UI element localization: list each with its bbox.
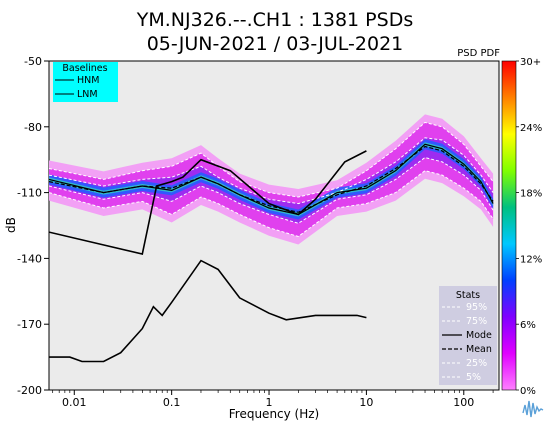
stats-legend-title: Stats — [456, 290, 480, 301]
colorbar-tick-label: 30+ — [520, 57, 541, 68]
chart-subtitle: 05-JUN-2021 / 03-JUL-2021 — [147, 33, 404, 55]
y-axis: -50 -80 -110 -140 -170 -200 — [17, 55, 49, 397]
series-5-line — [49, 170, 494, 238]
chart-title: YM.NJ326.--.CH1 : 1381 PSDs — [136, 9, 413, 31]
colorbar-ticks: 30+ 24% 18% 12% 6% 0% — [516, 57, 542, 397]
y-axis-label: dB — [4, 217, 18, 233]
y-tick-label: -170 — [17, 318, 42, 331]
baselines-legend-title: Baselines — [62, 63, 107, 74]
x-tick-label: 10 — [359, 396, 373, 409]
colorbar-tick-label: 24% — [520, 123, 542, 134]
y-tick-label: -80 — [24, 121, 42, 134]
legend-hnm: HNM — [77, 75, 99, 86]
x-tick-label: 0.1 — [163, 396, 181, 409]
y-tick-label: -50 — [24, 55, 42, 68]
series-hnm-line — [49, 150, 367, 255]
y-tick-label: -200 — [17, 384, 42, 397]
legend-mean: Mean — [466, 344, 492, 355]
colorbar-tick-label: 6% — [520, 320, 536, 331]
density-outer-halo — [49, 114, 494, 245]
density-core-band — [49, 139, 494, 220]
series-25-line — [49, 156, 494, 224]
series-75-line — [49, 137, 494, 205]
y-tick-label: -140 — [17, 252, 42, 265]
x-axis-label: Frequency (Hz) — [229, 407, 320, 421]
stats-legend: Stats 95% 75% Mode Mean 25% 5% — [439, 286, 497, 385]
colorbar-tick-label: 0% — [520, 386, 536, 397]
x-tick-label: 0.01 — [62, 396, 87, 409]
colorbar-tick-label: 12% — [520, 254, 542, 265]
series-lnm-line — [49, 259, 367, 363]
legend-75: 75% — [466, 316, 487, 327]
logo-icon — [522, 400, 544, 418]
y-tick-label: -110 — [17, 187, 42, 200]
series-95-line — [49, 121, 494, 198]
legend-lnm: LNM — [77, 89, 98, 100]
density-outer-band — [49, 122, 494, 237]
series-layer — [49, 121, 494, 363]
legend-25: 25% — [466, 358, 487, 369]
colorbar: 30+ 24% 18% 12% 6% 0% — [501, 57, 542, 397]
colorbar-tick-label: 18% — [520, 189, 542, 200]
legend-95: 95% — [466, 302, 487, 313]
psd-pdf-label: PSD PDF — [457, 48, 500, 59]
x-axis: 0.01 0.1 1 10 100 — [52, 390, 494, 409]
x-tick-label: 1 — [266, 396, 273, 409]
series-mean-line — [49, 145, 494, 213]
legend-mode: Mode — [466, 330, 492, 341]
legend-5: 5% — [466, 372, 481, 383]
x-tick-label: 100 — [453, 396, 474, 409]
baselines-legend: Baselines HNM LNM — [53, 62, 118, 102]
